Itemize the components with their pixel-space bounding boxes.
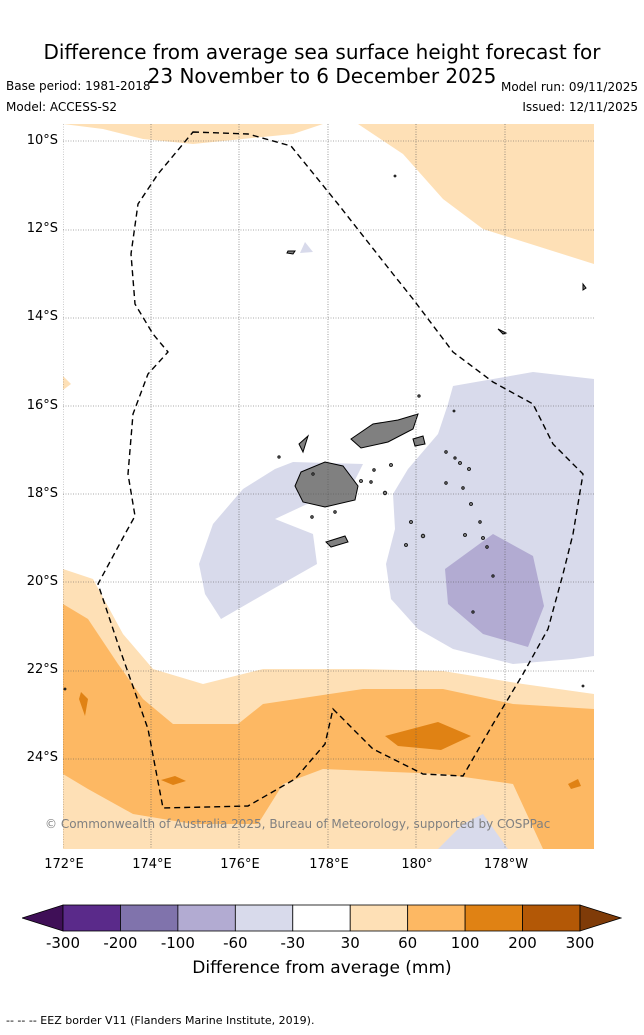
colorbar-segment bbox=[62, 904, 121, 932]
contour-west-light-orange bbox=[63, 376, 71, 390]
vanua-levu-island bbox=[350, 413, 419, 449]
lau-islands bbox=[63, 174, 585, 691]
map-panel bbox=[63, 124, 594, 849]
copyright-notice: © Commonwealth of Australia 2025, Bureau… bbox=[45, 817, 551, 831]
viti-levu-island bbox=[294, 461, 359, 508]
lon-label-176e: 176°E bbox=[220, 857, 260, 872]
colorbar-segment bbox=[234, 904, 294, 932]
eez-border bbox=[97, 131, 584, 809]
contour-fiji-lavender bbox=[199, 462, 363, 619]
colorbar-segment bbox=[120, 904, 179, 932]
colorbar-tick-label: 200 bbox=[508, 934, 537, 952]
model-run: Model run: 09/11/2025 bbox=[500, 80, 638, 94]
lon-label-172e: 172°E bbox=[44, 857, 84, 872]
colorbar-tick-label: 30 bbox=[340, 934, 360, 952]
graticule bbox=[63, 124, 594, 849]
taveuni-island bbox=[412, 435, 426, 447]
model-name: Model: ACCESS-S2 bbox=[6, 100, 118, 114]
lat-label-22s: 22°S bbox=[26, 662, 58, 677]
lat-label-10s: 10°S bbox=[26, 133, 58, 148]
lat-label-24s: 24°S bbox=[26, 750, 58, 765]
lon-label-174e: 174°E bbox=[132, 857, 172, 872]
yasawa-islands bbox=[298, 434, 310, 454]
colorbar-extend-low bbox=[22, 904, 64, 932]
colorbar-segment bbox=[177, 904, 236, 932]
eez-legend-note: -- -- -- EEZ border V11 (Flanders Marine… bbox=[6, 1014, 315, 1027]
small-island-north bbox=[286, 250, 296, 255]
colorbar-segment bbox=[349, 904, 409, 932]
contour-dark-orange-west bbox=[79, 692, 88, 716]
small-island-east bbox=[497, 328, 508, 335]
colorbar-tick-label: 100 bbox=[450, 934, 480, 952]
colorbar-extend-high bbox=[579, 904, 622, 932]
lat-label-18s: 18°S bbox=[26, 486, 58, 501]
sea-height-map bbox=[63, 124, 594, 849]
colorbar-label: Difference from average (mm) bbox=[192, 958, 452, 978]
lat-label-12s: 12°S bbox=[26, 221, 58, 236]
lat-label-16s: 16°S bbox=[26, 398, 58, 413]
title-line-1: Difference from average sea surface heig… bbox=[43, 40, 601, 64]
contour-small-lavender bbox=[300, 242, 313, 253]
contour-northeast-light-orange bbox=[358, 124, 594, 264]
lon-label-180: 180° bbox=[401, 857, 433, 872]
lon-label-178w: 178°W bbox=[483, 857, 529, 872]
contour-top-light-orange bbox=[63, 124, 323, 144]
colorbar-segment bbox=[407, 904, 466, 932]
small-island-far-east bbox=[582, 282, 587, 291]
contour-dark-orange-east bbox=[385, 722, 471, 750]
lat-label-14s: 14°S bbox=[26, 309, 58, 324]
lon-label-178e: 178°E bbox=[309, 857, 349, 872]
lat-label-20s: 20°S bbox=[26, 574, 58, 589]
colorbar-tick-label: -60 bbox=[223, 934, 248, 952]
contour-dark-orange-southeast bbox=[568, 779, 581, 789]
base-period: Base period: 1981-2018 bbox=[6, 79, 151, 93]
colorbar-tick-label: -300 bbox=[45, 934, 81, 952]
title-line-2: 23 November to 6 December 2025 bbox=[147, 64, 497, 88]
contour-bottom-lavender bbox=[438, 814, 508, 849]
colorbar-tick-label: -100 bbox=[160, 934, 195, 952]
colorbar-tick-label: 60 bbox=[398, 934, 418, 952]
contour-dark-orange-south bbox=[161, 776, 186, 785]
colorbar-segment bbox=[292, 904, 351, 932]
map-title: Difference from average sea surface heig… bbox=[0, 40, 644, 88]
issued-date: Issued: 12/11/2025 bbox=[522, 100, 638, 114]
colorbar-segment bbox=[464, 904, 523, 932]
colorbar-tick-label: 300 bbox=[565, 934, 595, 952]
contour-east-lavender bbox=[386, 372, 594, 664]
colorbar-segment bbox=[522, 904, 581, 932]
colorbar bbox=[22, 904, 622, 932]
kadavu-island bbox=[325, 535, 349, 548]
colorbar-tick-label: -30 bbox=[280, 934, 306, 952]
colorbar-tick-label: -200 bbox=[103, 934, 138, 952]
contour-medium-purple bbox=[445, 534, 544, 647]
